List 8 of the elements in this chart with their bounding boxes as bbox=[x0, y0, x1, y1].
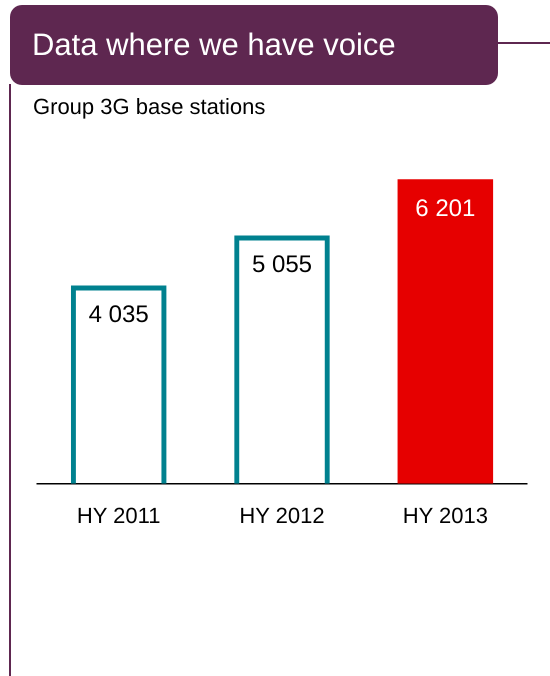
chart-title: Data where we have voice bbox=[10, 5, 498, 85]
chart-subtitle: Group 3G base stations bbox=[33, 94, 266, 120]
data-label: 6 201 bbox=[415, 194, 476, 222]
data-label: 5 055 bbox=[252, 251, 312, 278]
x-tick-label: HY 2011 bbox=[76, 502, 160, 528]
x-tick-label: HY 2013 bbox=[402, 502, 488, 528]
data-label: 4 035 bbox=[88, 301, 149, 328]
x-tick-label: HY 2012 bbox=[239, 502, 325, 528]
